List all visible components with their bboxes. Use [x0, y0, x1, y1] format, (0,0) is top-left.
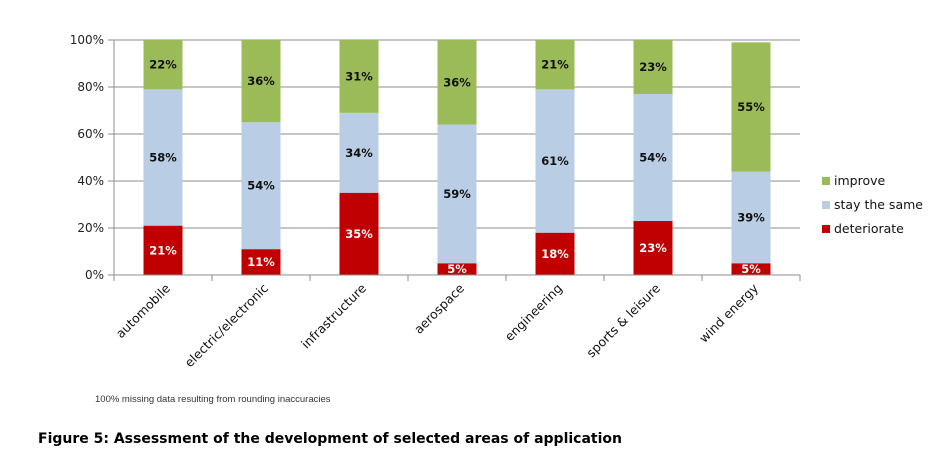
legend-label: improve	[834, 173, 885, 188]
data-label: 23%	[639, 241, 667, 255]
bar-stack: 5% 39% 55%	[731, 42, 771, 276]
y-tick-label: 80%	[77, 80, 104, 94]
x-category-label: engineering	[502, 281, 565, 344]
legend-item: stay the same	[822, 197, 923, 212]
data-label: 5%	[741, 262, 761, 276]
bar-segment-deteriorate	[633, 220, 673, 275]
data-label: 34%	[345, 146, 373, 160]
data-label: 35%	[345, 227, 373, 241]
bar-stack: 18% 61% 21%	[535, 40, 575, 275]
bar-segment-stay-the-same	[535, 89, 575, 233]
data-label: 54%	[247, 179, 275, 193]
legend-label: stay the same	[834, 197, 923, 212]
x-category-label: electric/electronic	[182, 280, 272, 370]
data-label: 54%	[639, 151, 667, 165]
y-tick-label: 0%	[85, 268, 104, 282]
y-tick-label: 20%	[77, 221, 104, 235]
data-label: 55%	[737, 100, 765, 114]
legend-swatch	[822, 177, 830, 185]
bar-segment-stay-the-same	[437, 124, 477, 264]
footnote: 100% missing data resulting from roundin…	[95, 394, 331, 405]
legend-swatch	[822, 201, 830, 209]
x-category-label: automobile	[113, 280, 174, 341]
bar-segment-improve	[437, 40, 477, 125]
data-label: 61%	[541, 154, 569, 168]
bars: 21% 58% 22% 11% 54% 36% 35% 34% 31% 5% 59% 36% 18% 61…	[143, 40, 771, 276]
bar-segment-deteriorate	[437, 263, 477, 275]
data-label: 23%	[639, 60, 667, 74]
x-category-label: infrastructure	[298, 280, 369, 351]
data-label: 39%	[737, 210, 765, 224]
bar-segment-improve	[731, 42, 771, 172]
legend: improve stay the same deteriorate	[822, 173, 923, 236]
bar-segment-deteriorate	[535, 232, 575, 275]
data-label: 21%	[541, 58, 569, 72]
bar-stack: 21% 58% 22%	[143, 40, 183, 275]
legend-label: deteriorate	[834, 221, 904, 236]
data-label: 36%	[247, 74, 275, 88]
data-label: 11%	[247, 255, 275, 269]
legend-item: deteriorate	[822, 221, 904, 236]
y-tick-label: 40%	[77, 174, 104, 188]
x-category-label: wind energy	[696, 280, 762, 346]
bar-segment-stay-the-same	[241, 122, 281, 250]
bar-segment-deteriorate	[241, 249, 281, 275]
data-label: 21%	[149, 243, 177, 257]
data-label: 22%	[149, 58, 177, 72]
x-category-label: aerospace	[411, 280, 467, 336]
x-category-labels: automobile electric/electronic infrastruct…	[113, 280, 762, 370]
bar-segment-deteriorate	[143, 225, 183, 275]
bar-segment-improve	[241, 40, 281, 123]
bar-segment-deteriorate	[731, 263, 771, 275]
bar-segment-stay-the-same	[731, 171, 771, 264]
data-label: 59%	[443, 187, 471, 201]
bar-segment-stay-the-same	[339, 112, 379, 193]
data-label: 36%	[443, 75, 471, 89]
axes	[113, 40, 801, 281]
legend-item: improve	[822, 173, 885, 188]
bar-stack: 5% 59% 36%	[437, 40, 477, 276]
bar-stack: 11% 54% 36%	[241, 40, 281, 275]
bar-stack: 35% 34% 31%	[339, 40, 379, 275]
bar-segment-improve	[143, 40, 183, 90]
y-tick-labels: 0% 20% 40% 60% 80% 100%	[70, 33, 104, 282]
bar-stack: 23% 54% 23%	[633, 40, 673, 275]
bar-segment-improve	[535, 40, 575, 90]
figure-caption: Figure 5: Assessment of the development …	[38, 431, 623, 447]
stacked-bar-chart: 21% 58% 22% 11% 54% 36% 35% 34% 31% 5% 59% 36% 18% 61…	[70, 33, 924, 370]
y-tick-label: 60%	[77, 127, 104, 141]
data-label: 58%	[149, 151, 177, 165]
legend-swatch	[822, 225, 830, 233]
bar-segment-stay-the-same	[633, 94, 673, 221]
data-label: 18%	[541, 247, 569, 261]
data-label: 31%	[345, 69, 373, 83]
bar-segment-improve	[339, 40, 379, 113]
x-category-label: sports & leisure	[583, 280, 663, 360]
data-label: 5%	[447, 262, 467, 276]
y-tick-label: 100%	[70, 33, 104, 47]
bar-segment-improve	[633, 40, 673, 95]
bar-segment-deteriorate	[339, 192, 379, 275]
bar-segment-stay-the-same	[143, 89, 183, 226]
